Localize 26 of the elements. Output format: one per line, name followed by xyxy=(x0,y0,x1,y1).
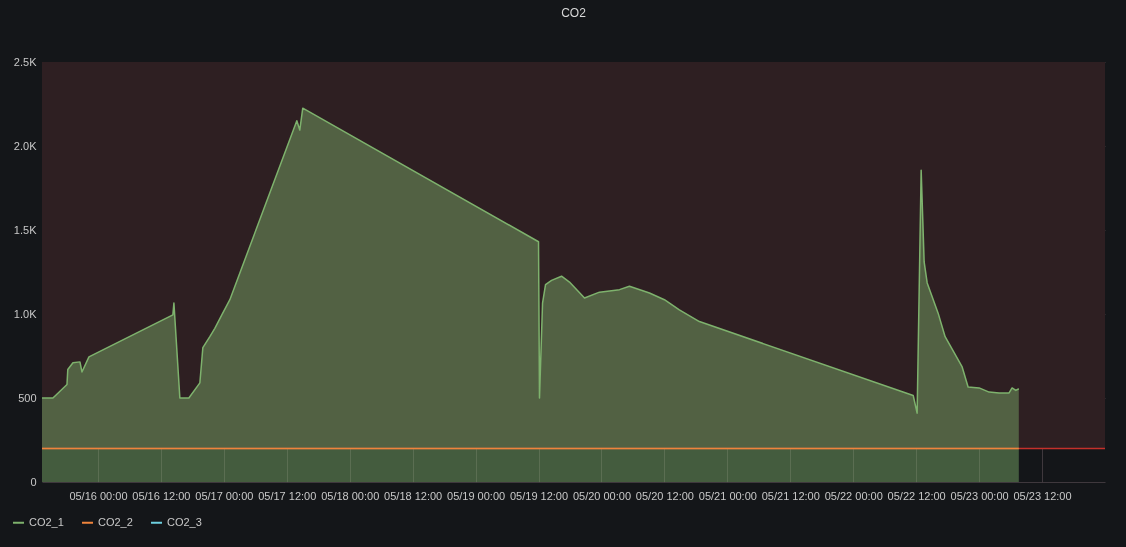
x-tick-label: 05/23 00:00 xyxy=(950,489,1009,502)
x-tick-label: 05/22 00:00 xyxy=(824,489,883,502)
y-tick-label: 0 xyxy=(30,475,37,488)
y-tick-label: 500 xyxy=(18,391,37,404)
x-tick-label: 05/18 00:00 xyxy=(321,489,380,502)
y-tick-label: 2.5K xyxy=(13,55,38,68)
x-tick-label: 05/16 00:00 xyxy=(69,489,128,502)
y-tick-label: 1.5K xyxy=(13,223,38,236)
x-tick-label: 05/20 12:00 xyxy=(635,489,694,502)
x-tick-label: 05/16 12:00 xyxy=(132,489,191,502)
chart-title: CO2 xyxy=(561,6,587,20)
x-tick-label: 05/20 00:00 xyxy=(572,489,632,502)
x-tick-label: 05/19 12:00 xyxy=(509,489,569,502)
x-tick-label: 05/19 00:00 xyxy=(447,489,506,502)
x-tick-label: 05/21 00:00 xyxy=(698,489,757,502)
x-tick-label: 05/22 12:00 xyxy=(887,489,946,502)
y-tick-label: 1.0K xyxy=(13,307,38,320)
x-tick-label: 05/17 12:00 xyxy=(258,489,317,502)
x-tick-label: 05/17 00:00 xyxy=(195,489,254,502)
x-tick-label: 05/18 12:00 xyxy=(384,489,443,502)
legend-label: CO2_1 xyxy=(29,515,64,528)
x-tick-label: 05/21 12:00 xyxy=(761,489,820,502)
legend-label: CO2_3 xyxy=(167,515,202,528)
y-tick-label: 2.0K xyxy=(13,139,38,152)
x-tick-label: 05/23 12:00 xyxy=(1013,489,1072,502)
legend-label: CO2_2 xyxy=(98,515,133,528)
